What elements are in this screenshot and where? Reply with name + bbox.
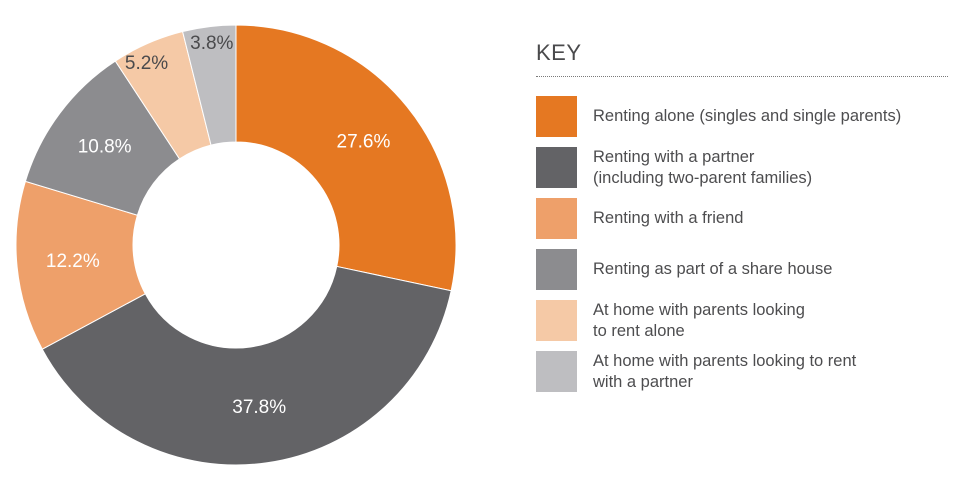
legend-label: Renting with a friend	[593, 209, 744, 227]
legend-swatch	[536, 96, 577, 137]
donut-slice	[41, 265, 452, 466]
slice-value-label: 3.8%	[190, 33, 233, 54]
slice-value-label: 5.2%	[125, 53, 168, 74]
legend-item-share-house: Renting as part of a share house	[536, 249, 948, 290]
slice-value-label: 27.6%	[337, 131, 391, 152]
legend-title: KEY	[536, 40, 948, 77]
legend-item-renting-alone: Renting alone (singles and single parent…	[536, 96, 948, 137]
legend-swatch	[536, 147, 577, 188]
legend-list: Renting alone (singles and single parent…	[536, 96, 948, 392]
slice-value-label: 12.2%	[46, 251, 100, 272]
legend-swatch	[536, 300, 577, 341]
slice-value-label: 37.8%	[232, 397, 286, 418]
legend-label: Renting with a partner (including two-pa…	[593, 147, 813, 187]
donut-svg: 27.6% 37.8% 12.2% 10.8% 5.2% 3.8%	[15, 24, 457, 466]
legend-item-renting-with-friend: Renting with a friend	[536, 198, 948, 239]
legend-item-home-rent-alone: At home with parents looking to rent alo…	[536, 300, 948, 341]
legend-label: Renting as part of a share house	[593, 260, 833, 278]
slice-value-label: 10.8%	[78, 136, 132, 157]
legend-item-home-rent-with-partner: At home with parents looking to rent wit…	[536, 351, 948, 392]
donut-chart: 27.6% 37.8% 12.2% 10.8% 5.2% 3.8%	[15, 24, 457, 466]
donut-slice	[235, 24, 457, 292]
legend-swatch	[536, 198, 577, 239]
legend-label: At home with parents looking to rent alo…	[593, 300, 805, 340]
legend: KEY Renting alone (singles and single pa…	[536, 40, 948, 402]
legend-item-renting-with-partner: Renting with a partner (including two-pa…	[536, 147, 948, 188]
donut-slice	[182, 24, 237, 146]
legend-swatch	[536, 249, 577, 290]
donut-slice	[15, 180, 146, 350]
legend-label: Renting alone (singles and single parent…	[593, 107, 902, 125]
legend-label: At home with parents looking to rent wit…	[593, 351, 857, 391]
legend-swatch	[536, 351, 577, 392]
